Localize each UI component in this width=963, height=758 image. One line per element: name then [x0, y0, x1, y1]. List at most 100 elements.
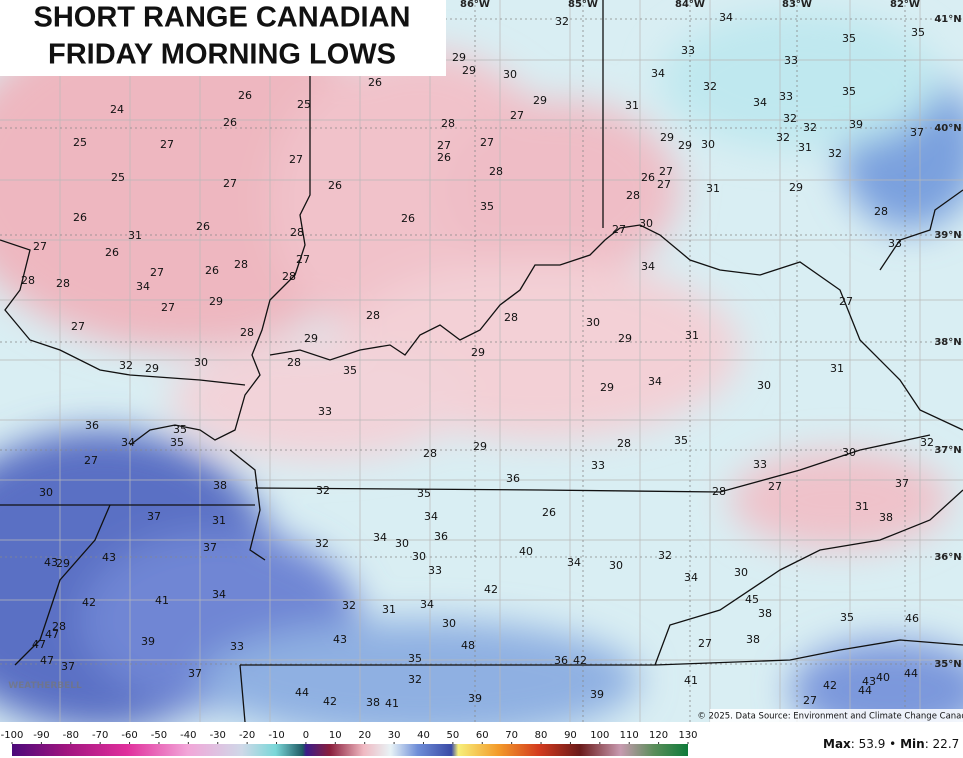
temp-label: 29 [533, 94, 547, 107]
temp-label: 32 [555, 15, 569, 28]
temp-label: 26 [641, 171, 655, 184]
temp-label: 27 [839, 295, 853, 308]
min-label: Min [900, 737, 925, 751]
temp-label: 26 [238, 89, 252, 102]
temp-label: 27 [768, 480, 782, 493]
temp-label: 38 [213, 479, 227, 492]
colorbar-tick-label: -20 [239, 730, 255, 741]
credit-box [710, 709, 963, 722]
temp-label: 31 [706, 182, 720, 195]
temp-label: 26 [437, 151, 451, 164]
temp-label: 26 [223, 116, 237, 129]
temp-label: 33 [318, 405, 332, 418]
colorbar-tick-label: -80 [63, 730, 79, 741]
temp-label: 27 [223, 177, 237, 190]
temp-label: 32 [703, 80, 717, 93]
temp-label: 29 [789, 181, 803, 194]
temp-label: 28 [504, 311, 518, 324]
temp-label: 33 [784, 54, 798, 67]
temp-label: 35 [842, 32, 856, 45]
max-min: Max: 53.9 • Min: 22.7 [823, 737, 959, 751]
colorbar-tick-label: 40 [417, 730, 430, 741]
temp-label: 30 [842, 446, 856, 459]
temp-label: 43 [333, 633, 347, 646]
longitude-label: 83°W [782, 0, 812, 10]
temp-label: 30 [734, 566, 748, 579]
credit: © 2025. Data Source: Environment and Cli… [697, 712, 963, 722]
temp-label: 28 [441, 117, 455, 130]
temp-label: 30 [757, 379, 771, 392]
temp-label: 44 [904, 667, 918, 680]
temp-label: 27 [437, 139, 451, 152]
colorbar-tick-label: -60 [121, 730, 137, 741]
colorbar-tick-label: -70 [92, 730, 108, 741]
colorbar-tick-label: -10 [268, 730, 284, 741]
temp-label: 27 [698, 637, 712, 650]
colorbar-tick-label: 50 [447, 730, 460, 741]
temp-label: 28 [287, 356, 301, 369]
temp-label: 27 [150, 266, 164, 279]
temp-label: 28 [21, 274, 35, 287]
temp-label: 35 [408, 652, 422, 665]
temp-label: 28 [423, 447, 437, 460]
temp-label: 38 [366, 696, 380, 709]
temp-label: 28 [617, 437, 631, 450]
temp-label: 40 [876, 671, 890, 684]
temp-label: 42 [573, 654, 587, 667]
longitude-label: 84°W [675, 0, 705, 10]
temp-label: 34 [424, 510, 438, 523]
temp-label: 30 [503, 68, 517, 81]
temp-label: 34 [684, 571, 698, 584]
temp-label: 37 [895, 477, 909, 490]
temp-label: 28 [234, 258, 248, 271]
temp-label: 25 [73, 136, 87, 149]
temp-label: 25 [297, 98, 311, 111]
temp-label: 31 [830, 362, 844, 375]
temp-label: 34 [136, 280, 150, 293]
temp-label: 35 [842, 85, 856, 98]
temp-label: 39 [141, 635, 155, 648]
temp-label: 41 [385, 697, 399, 710]
temp-label: 26 [368, 76, 382, 89]
temp-label: 33 [428, 564, 442, 577]
temp-label: 37 [910, 126, 924, 139]
temp-label: 42 [82, 596, 96, 609]
temp-label: 30 [442, 617, 456, 630]
temp-label: 43 [862, 675, 876, 688]
temp-label: 29 [145, 362, 159, 375]
temp-label: 26 [105, 246, 119, 259]
temp-label: 27 [659, 165, 673, 178]
latitude-label: 41°N [934, 14, 961, 25]
colorbar-tick-label: 30 [388, 730, 401, 741]
title-box [0, 0, 446, 76]
temp-label: 34 [651, 67, 665, 80]
latitude-label: 37°N [934, 445, 961, 456]
temp-label: 42 [323, 695, 337, 708]
temp-label: 32 [658, 549, 672, 562]
temp-label: 33 [681, 44, 695, 57]
temp-label: 38 [758, 607, 772, 620]
temp-label: 37 [61, 660, 75, 673]
colorbar [12, 744, 688, 756]
temp-label: 31 [685, 329, 699, 342]
temp-label: 32 [316, 484, 330, 497]
temp-label: 29 [56, 557, 70, 570]
temp-label: 28 [874, 205, 888, 218]
temp-label: 32 [803, 121, 817, 134]
temp-label: 29 [473, 440, 487, 453]
temp-label: 38 [746, 633, 760, 646]
colorbar-tick-label: 80 [535, 730, 548, 741]
temp-label: 29 [452, 51, 466, 64]
temp-label: 34 [641, 260, 655, 273]
temp-label: 27 [510, 109, 524, 122]
colorbar-tick-label: 120 [649, 730, 668, 741]
colorbar-tick-label: -100 [1, 730, 24, 741]
temp-label: 31 [798, 141, 812, 154]
temp-label: 37 [188, 667, 202, 680]
temp-label: 28 [489, 165, 503, 178]
temp-label: 33 [779, 90, 793, 103]
temp-label: 35 [343, 364, 357, 377]
temp-label: 25 [111, 171, 125, 184]
temp-label: 33 [230, 640, 244, 653]
temp-label: 44 [295, 686, 309, 699]
